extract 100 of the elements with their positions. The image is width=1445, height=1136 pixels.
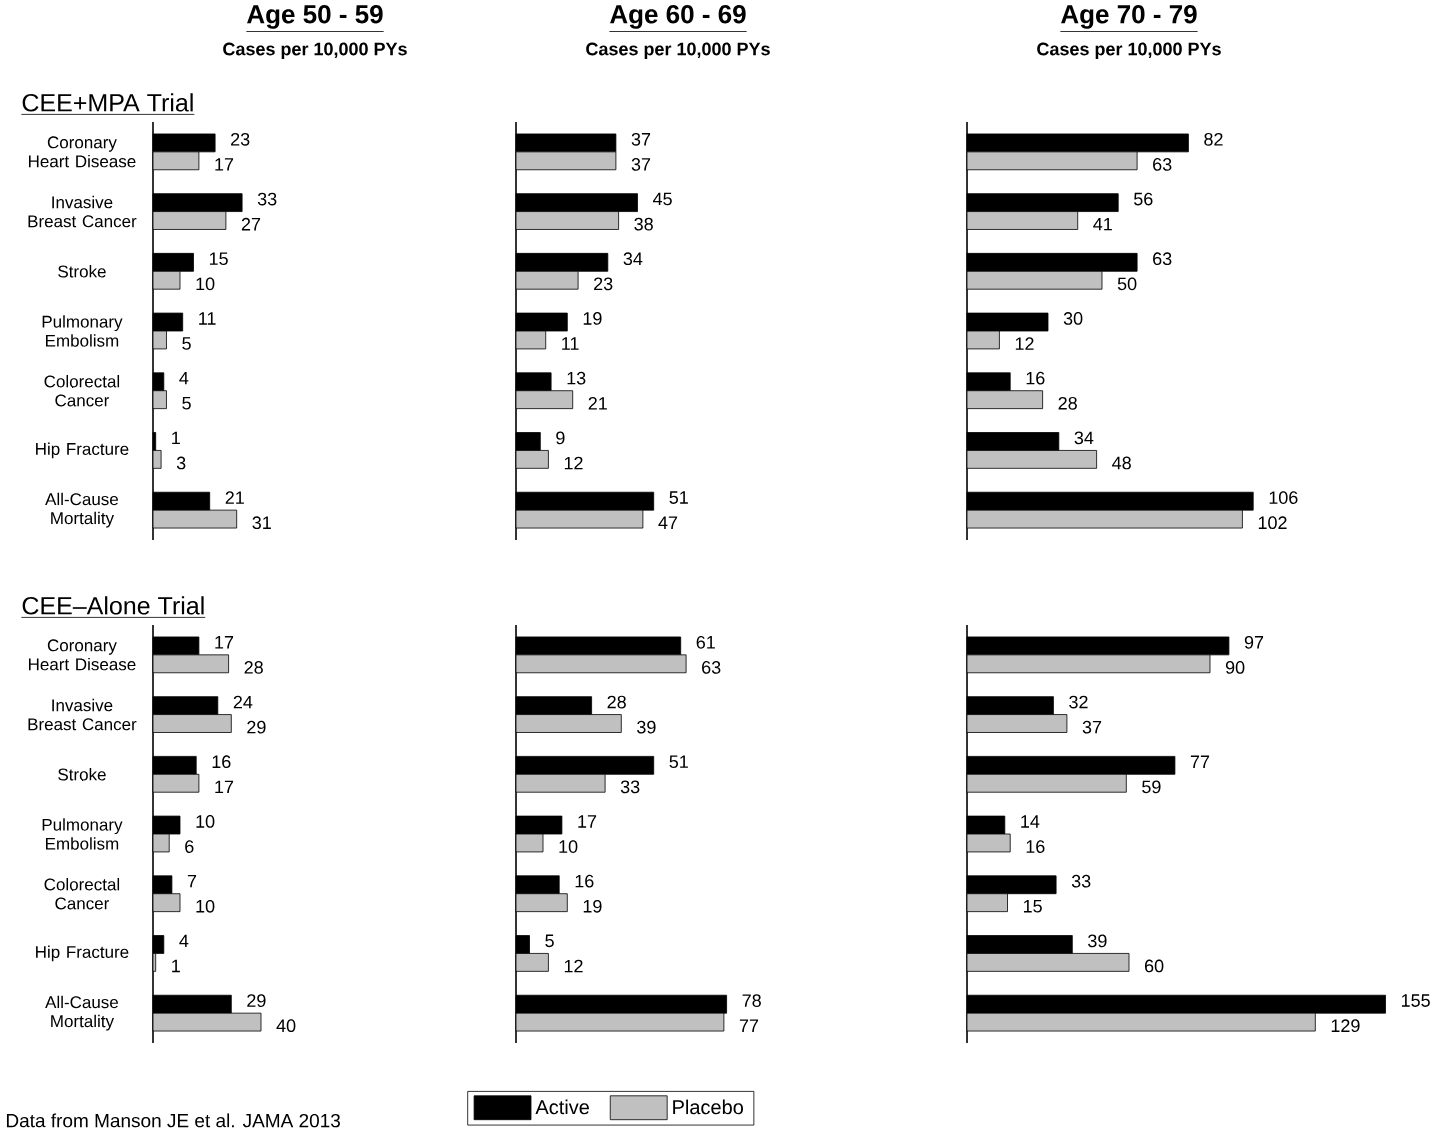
y-tick-label: Coronary Heart Disease xyxy=(28,639,136,671)
chart-title: Age 70 - 79 xyxy=(1061,5,1197,29)
data-label: 77 xyxy=(1190,755,1210,768)
data-label: 28 xyxy=(607,695,626,709)
data-label: 19 xyxy=(583,312,602,325)
data-label: 21 xyxy=(225,491,244,504)
data-label: 10 xyxy=(559,840,578,853)
data-label: 27 xyxy=(241,217,261,231)
data-label: 4 xyxy=(179,371,189,385)
data-label: 23 xyxy=(231,132,250,146)
data-label: 30 xyxy=(1063,312,1083,325)
data-label: 50 xyxy=(1117,277,1137,291)
y-tick-label: Pulmonary Embolism xyxy=(42,315,123,347)
data-label: 17 xyxy=(215,636,234,649)
data-label: 9 xyxy=(556,431,565,445)
chart-subtitle: Cases per 10,000 PYs xyxy=(1037,42,1221,59)
y-tick-label: Hip Fracture xyxy=(36,442,129,459)
data-label: 39 xyxy=(1088,934,1107,948)
data-label: 33 xyxy=(1071,874,1091,888)
y-tick-label: Colorectal Cancer xyxy=(44,374,120,407)
data-label: 11 xyxy=(199,312,216,325)
data-label: 82 xyxy=(1204,132,1223,146)
data-label: 97 xyxy=(1244,635,1264,649)
y-tick-label: Invasive Breast Cancer xyxy=(28,195,137,228)
text: Cases per 10,000 PYs xyxy=(223,42,407,59)
data-label: 19 xyxy=(583,899,602,913)
data-label: 12 xyxy=(1015,337,1034,350)
text: CEE+MPA Trial xyxy=(22,93,193,112)
data-label: 10 xyxy=(196,277,215,291)
data-label: 90 xyxy=(1225,661,1245,674)
data-label: 10 xyxy=(196,815,215,828)
data-label: 60 xyxy=(1144,959,1164,973)
data-label: 33 xyxy=(257,192,277,206)
data-label: 48 xyxy=(1112,456,1131,470)
y-tick-label: All-Cause Mortality xyxy=(45,995,118,1031)
data-label: 77 xyxy=(739,1019,759,1032)
data-label: 5 xyxy=(182,337,191,350)
data-label: 16 xyxy=(575,874,594,888)
text: CEE–Alone Trial xyxy=(22,596,204,615)
data-label: 32 xyxy=(1069,695,1088,709)
data-label: 13 xyxy=(567,371,586,385)
data-label: 37 xyxy=(1082,720,1102,734)
data-label: 15 xyxy=(1023,899,1042,913)
data-label: 63 xyxy=(702,661,721,674)
data-label: 5 xyxy=(182,396,191,410)
data-label: 37 xyxy=(631,158,651,171)
data-label: 40 xyxy=(276,1019,296,1033)
y-tick-label: All-Cause Mortality xyxy=(45,492,118,528)
data-label: 51 xyxy=(669,755,688,769)
data-label: 16 xyxy=(212,755,231,769)
y-tick-label: Pulmonary Embolism xyxy=(42,818,123,850)
data-label: 29 xyxy=(247,720,266,734)
data-label: 51 xyxy=(669,491,688,504)
y-tick-label: Colorectal Cancer xyxy=(44,877,120,910)
data-label: 33 xyxy=(620,780,640,794)
data-label: 1 xyxy=(172,431,180,445)
data-label: 5 xyxy=(545,934,554,948)
text: Data from Manson JE et al. JAMA 2013 xyxy=(6,1113,340,1128)
data-label: 63 xyxy=(1153,252,1172,266)
data-label: 34 xyxy=(623,252,643,266)
data-label: 78 xyxy=(742,994,761,1007)
data-label: 47 xyxy=(658,516,678,529)
data-label: 59 xyxy=(1142,780,1161,794)
data-label: 45 xyxy=(652,192,672,206)
data-label: 10 xyxy=(196,899,215,913)
y-tick-label: Invasive Breast Cancer xyxy=(28,698,137,731)
y-tick-label: Stroke xyxy=(58,265,106,278)
data-label: 41 xyxy=(1093,217,1112,231)
data-label: 38 xyxy=(634,217,653,231)
data-label: 4 xyxy=(179,934,189,948)
chart-title: Age 60 - 69 xyxy=(610,5,746,29)
data-label: 28 xyxy=(1058,396,1077,410)
text: Age 50 - 59 xyxy=(247,5,383,29)
data-label: 155 xyxy=(1401,994,1430,1007)
data-label: 7 xyxy=(187,874,197,888)
data-label: 11 xyxy=(562,337,579,350)
data-label: 56 xyxy=(1134,192,1153,206)
y-tick-label: Stroke xyxy=(58,768,106,781)
data-label: 28 xyxy=(244,661,263,674)
data-label: 37 xyxy=(631,132,651,146)
data-label: 1 xyxy=(172,959,180,973)
data-label: 16 xyxy=(1026,840,1045,853)
data-label: 15 xyxy=(209,252,228,266)
data-label: 16 xyxy=(1026,371,1045,385)
y-tick-label: Hip Fracture xyxy=(36,945,129,962)
data-label: 21 xyxy=(588,396,607,410)
data-label: 129 xyxy=(1331,1019,1360,1033)
data-label: 17 xyxy=(215,780,234,794)
data-label: 17 xyxy=(578,815,597,828)
data-label: 61 xyxy=(696,635,715,649)
data-label: 6 xyxy=(185,840,194,853)
data-label: 63 xyxy=(1153,158,1172,171)
data-label: 31 xyxy=(252,516,271,530)
data-label: 102 xyxy=(1258,516,1287,530)
data-label: 39 xyxy=(637,720,656,734)
legend-label: Placebo xyxy=(673,1099,743,1115)
data-label: 23 xyxy=(594,277,613,291)
data-label: 29 xyxy=(247,994,266,1007)
data-label: 34 xyxy=(1074,431,1094,445)
data-label: 24 xyxy=(233,695,253,709)
